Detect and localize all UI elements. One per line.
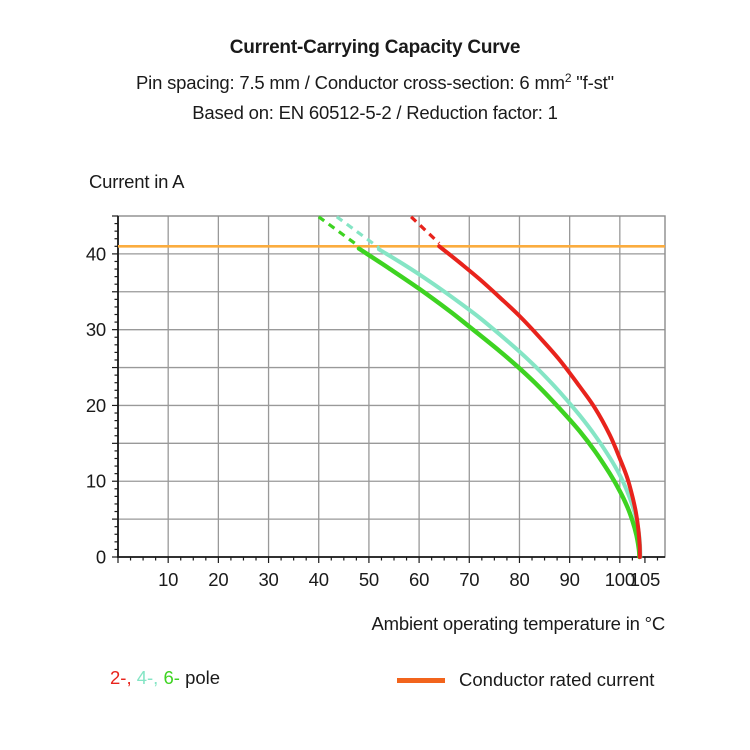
x-axis-title: Ambient operating temperature in °C [371,613,666,634]
x-tick-label-105: 105 [630,569,660,590]
rated-current-line-swatch [397,677,445,683]
curves [317,215,643,560]
legend-pole-suffix: pole [185,667,221,688]
x-tick-label-20: 20 [208,569,228,590]
plot-border [117,215,666,558]
chart-header: Current-Carrying Capacity Curve Pin spac… [0,33,750,128]
legend-item-6-pole: 6- [163,667,180,688]
y-tick-label-20: 20 [86,395,106,416]
x-tick-label-10: 10 [158,569,178,590]
y-tick-label-10: 10 [86,471,106,492]
curve-2-pole-extrapolated [410,215,441,245]
y-tick-label-40: 40 [86,243,106,264]
chart-legend: 2-, 4-, 6- pole Conductor rated current [0,667,750,693]
chart-subtitle-2: Based on: EN 60512-5-2 / Reduction facto… [192,102,558,124]
chart-subtitle-1: Pin spacing: 7.5 mm / Conductor cross-se… [0,63,750,98]
x-tick-label-100: 100 [605,569,635,590]
curve-6-pole-extrapolated [317,215,360,248]
x-tick-label-60: 60 [409,569,429,590]
gridlines [118,216,665,557]
curve-2-pole [437,244,642,559]
subtitle-1-superscript: 2 [564,71,572,85]
subtitle-1-post: "f-st" [571,72,614,94]
x-tick-label-30: 30 [258,569,278,590]
x-tick-label-40: 40 [309,569,329,590]
legend-item-4-pole: 4-, [136,667,159,688]
subtitle-1-pre: Pin spacing: 7.5 mm / Conductor cross-se… [136,72,565,94]
legend-item-2-pole: 2-, [110,667,132,688]
x-tick-label-90: 90 [560,569,580,590]
y-tick-label-0: 0 [96,547,106,568]
x-tick-label-80: 80 [509,569,529,590]
y-tick-label-30: 30 [86,319,106,340]
curve-4-pole [377,247,643,559]
curve-4-pole-extrapolated [335,215,380,250]
chart-title: Current-Carrying Capacity Curve [229,37,521,58]
curve-6-pole [356,246,642,560]
x-tick-label-50: 50 [359,569,379,590]
x-tick-label-70: 70 [459,569,479,590]
axes [117,216,665,558]
legend-poles: 2-, 4-, 6- pole [110,667,220,689]
legend-rated-current: Conductor rated current [397,667,654,693]
rated-current-label: Conductor rated current [459,669,655,690]
y-tick-labels: 0 10 20 30 40 [86,243,106,567]
y-axis-title: Current in A [89,171,185,192]
